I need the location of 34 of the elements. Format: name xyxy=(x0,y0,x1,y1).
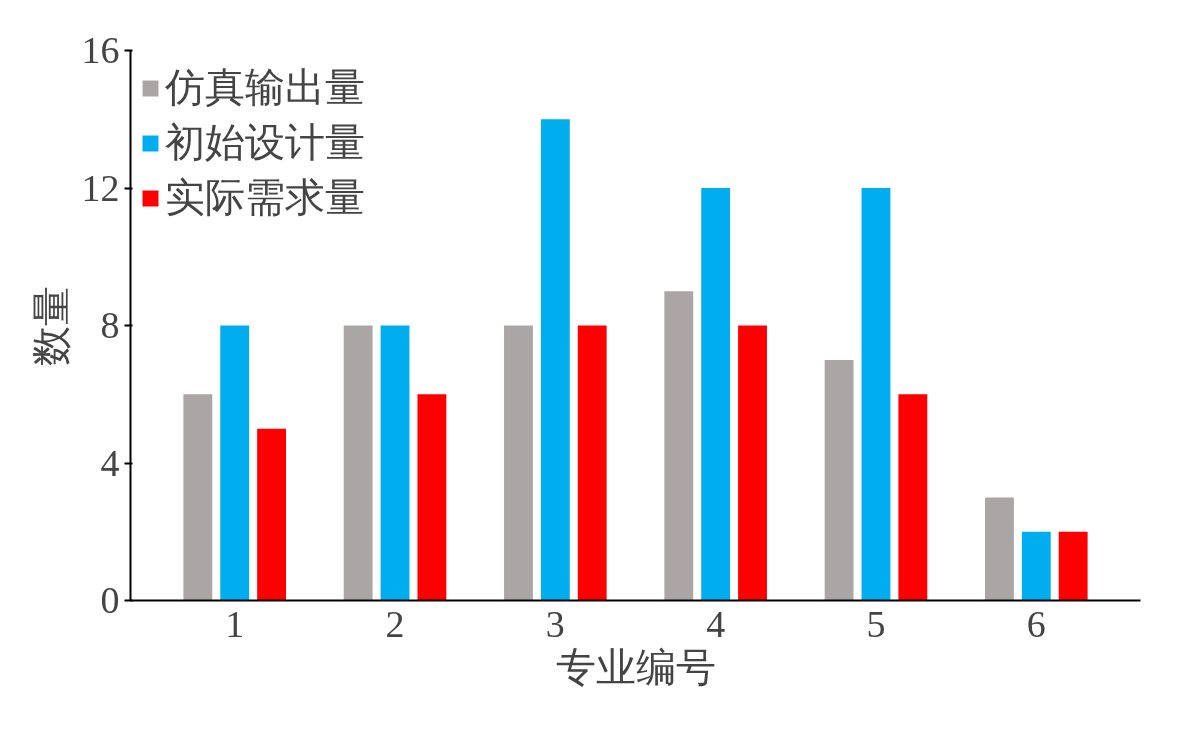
bar xyxy=(183,394,213,601)
bar xyxy=(220,325,250,601)
bar xyxy=(343,325,373,601)
bar xyxy=(257,428,287,601)
y-axis-title: 数量 xyxy=(28,285,74,366)
y-tick-label: 0 xyxy=(100,579,120,621)
bar xyxy=(380,325,410,601)
bar xyxy=(824,359,854,601)
bar xyxy=(417,394,447,601)
bar xyxy=(577,325,607,601)
legend-label: 初始设计量 xyxy=(165,119,365,167)
x-axis-title: 专业编号 xyxy=(555,644,716,690)
x-tick-label: 5 xyxy=(866,602,886,645)
x-tick-label: 4 xyxy=(706,602,726,645)
bar xyxy=(861,188,891,601)
bar xyxy=(504,325,533,601)
bar xyxy=(1021,531,1051,601)
y-tick-label: 8 xyxy=(100,304,120,346)
x-tick-label: 1 xyxy=(225,602,245,645)
y-tick-label: 4 xyxy=(100,441,120,484)
x-tick-label: 6 xyxy=(1026,602,1046,645)
y-tick-label: 16 xyxy=(81,29,120,71)
bar xyxy=(664,291,694,601)
bar xyxy=(898,394,928,601)
bar xyxy=(1058,531,1088,601)
bar xyxy=(984,497,1014,601)
x-tick-label: 3 xyxy=(545,602,565,645)
x-tick-label: 2 xyxy=(385,602,405,645)
bar xyxy=(738,325,767,601)
bar xyxy=(540,119,570,601)
bar xyxy=(701,188,731,601)
legend-label: 仿真输出量 xyxy=(165,64,365,112)
legend-label: 实际需求量 xyxy=(165,174,365,222)
y-tick-label: 12 xyxy=(81,166,120,209)
